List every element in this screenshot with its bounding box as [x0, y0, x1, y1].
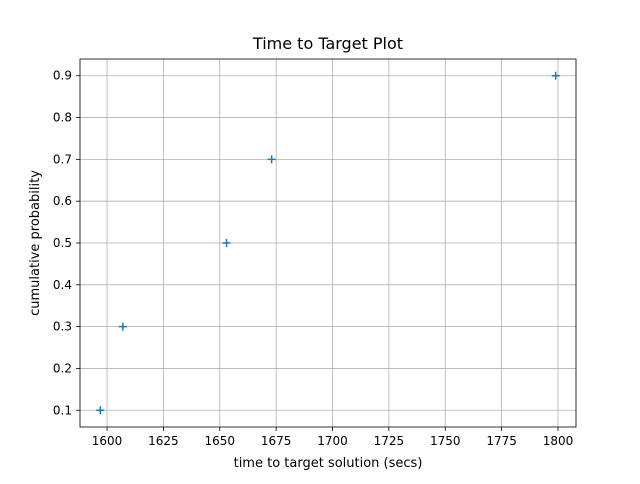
- y-tick-label: 0.4: [53, 278, 72, 292]
- y-tick-label: 0.1: [53, 403, 72, 417]
- x-tick-label: 1675: [261, 434, 292, 448]
- y-tick-label: 0.5: [53, 236, 72, 250]
- x-tick-label: 1625: [148, 434, 179, 448]
- y-tick-label: 0.9: [53, 69, 72, 83]
- y-tick-label: 0.2: [53, 361, 72, 375]
- data-point: [222, 239, 231, 247]
- x-tick-label: 1775: [486, 434, 517, 448]
- data-point: [96, 406, 105, 415]
- x-tick-label: 1600: [92, 434, 123, 448]
- data-point: [267, 155, 276, 164]
- y-axis-label: cumulative probability: [28, 170, 43, 316]
- x-tick-label: 1700: [317, 434, 348, 448]
- y-tick-label: 0.7: [53, 152, 72, 166]
- data-point: [118, 322, 127, 331]
- y-tick-label: 0.8: [53, 111, 72, 125]
- data-point: [551, 71, 560, 80]
- grid-lines: [80, 59, 576, 427]
- y-tick-label: 0.3: [53, 320, 72, 334]
- x-tick-label: 1650: [205, 434, 236, 448]
- axis-ticks: 1600 1625 1650 1675 1700 1725 1750 1775 1800 0.1 0…: [53, 69, 573, 448]
- x-tick-label: 1800: [543, 434, 574, 448]
- x-tick-label: 1750: [430, 434, 461, 448]
- y-tick-label: 0.6: [53, 194, 72, 208]
- x-tick-label: 1725: [374, 434, 405, 448]
- data-points: [96, 71, 560, 415]
- chart-title: Time to Target Plot: [252, 34, 403, 53]
- x-axis-label: time to target solution (secs): [234, 456, 423, 471]
